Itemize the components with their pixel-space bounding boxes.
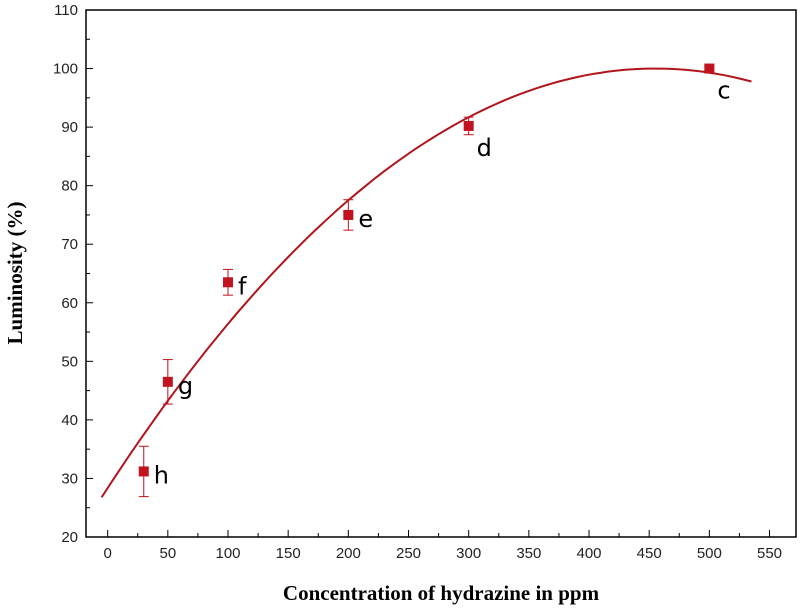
y-tick-label: 30 — [61, 470, 78, 487]
y-tick-label: 80 — [61, 178, 78, 195]
x-tick-label: 0 — [103, 545, 111, 562]
data-point — [162, 376, 173, 387]
y-tick-label: 90 — [61, 119, 78, 136]
x-tick-label: 500 — [697, 545, 722, 562]
x-tick-label: 50 — [159, 545, 176, 562]
data-point — [138, 466, 149, 477]
y-tick-label: 100 — [53, 61, 78, 78]
y-tick-label: 60 — [61, 295, 78, 312]
y-tick-label: 20 — [61, 529, 78, 546]
fit-curve — [100, 67, 752, 498]
point-annotation: c — [717, 77, 730, 105]
point-annotation: d — [477, 134, 492, 162]
y-axis-label: Luminosity (%) — [3, 202, 27, 345]
point-annotation: e — [358, 205, 373, 233]
point-annotation: h — [154, 461, 169, 489]
data-point — [704, 63, 715, 74]
x-tick-label: 400 — [577, 545, 602, 562]
x-tick-label: 300 — [456, 545, 481, 562]
x-axis-label: Concentration of hydrazine in ppm — [283, 581, 600, 605]
point-annotation: g — [178, 372, 193, 400]
point-annotation: f — [238, 272, 247, 300]
x-tick-label: 100 — [215, 545, 240, 562]
data-point — [343, 209, 354, 220]
x-tick-label: 550 — [757, 545, 782, 562]
x-tick-label: 350 — [516, 545, 541, 562]
data-point — [223, 277, 233, 288]
x-tick-label: 250 — [396, 545, 421, 562]
x-tick-label: 200 — [336, 545, 361, 562]
data-point — [463, 120, 474, 131]
y-tick-label: 40 — [61, 412, 78, 429]
y-tick-label: 50 — [61, 353, 78, 370]
x-tick-label: 450 — [637, 545, 662, 562]
plot-frame — [85, 9, 797, 538]
y-tick-label: 110 — [54, 2, 78, 19]
x-tick-label: 150 — [276, 545, 301, 562]
y-tick-label: 70 — [61, 236, 78, 253]
